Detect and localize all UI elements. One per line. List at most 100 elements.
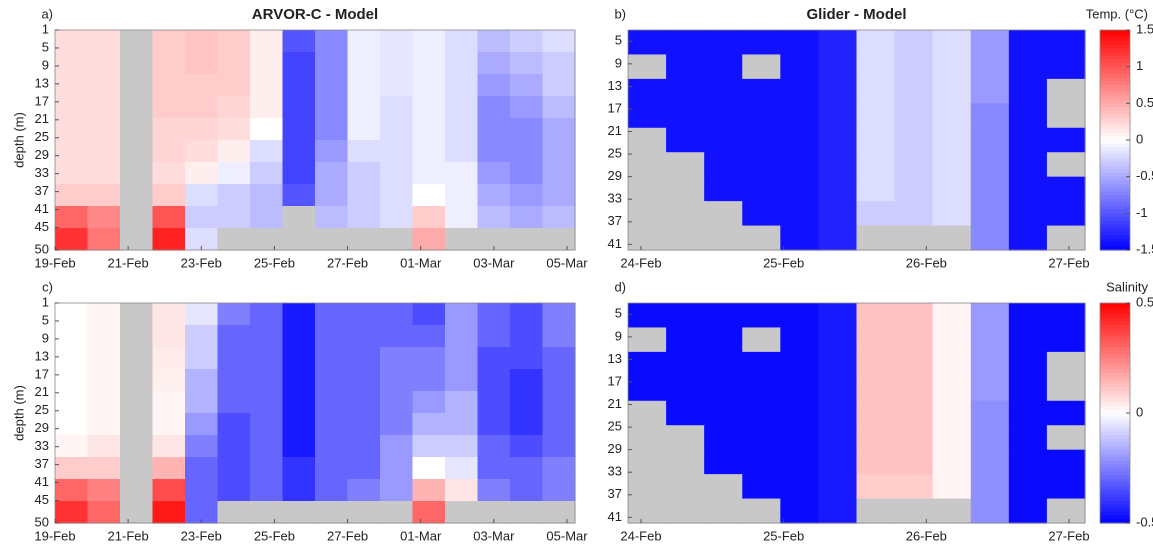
heat-cell [120, 52, 154, 75]
heat-cell [120, 413, 154, 436]
colorbar-segment [1100, 246, 1130, 251]
heat-cell [445, 325, 479, 348]
heat-cell [742, 498, 781, 524]
heat-cell [1008, 376, 1048, 402]
heat-cell [510, 325, 544, 348]
heat-cell [510, 162, 544, 185]
heat-cell [1008, 327, 1048, 353]
colorbar-segment [1100, 165, 1130, 170]
colorbar-segment [1100, 350, 1130, 355]
heat-cell [510, 118, 544, 141]
heat-cell [445, 303, 479, 326]
y-tick-label: 21 [608, 123, 622, 138]
y-tick-label: 33 [35, 165, 49, 180]
colorbar-segment [1100, 103, 1130, 108]
heat-cell [704, 127, 743, 153]
heat-cell [780, 449, 820, 475]
heat-cell [510, 30, 544, 53]
heat-cell [628, 152, 667, 178]
heat-cell [818, 54, 858, 80]
heat-cell [856, 449, 896, 475]
heat-cell [542, 184, 576, 207]
colorbar-tick-label: 0 [1136, 404, 1143, 419]
heat-cell [1046, 449, 1086, 475]
heat-cell [347, 184, 381, 207]
heat-cell [1046, 176, 1086, 202]
heat-cell [250, 162, 284, 185]
heat-cell [542, 140, 576, 163]
colorbar-segment [1100, 136, 1130, 141]
heat-cell [347, 435, 381, 458]
heat-cell [894, 327, 934, 353]
heat-cell [856, 127, 896, 153]
panel-label: d) [614, 279, 626, 294]
heat-cell [55, 140, 89, 163]
heat-cell [742, 303, 781, 329]
heat-cell [666, 425, 705, 451]
colorbar-segment [1100, 343, 1130, 348]
heat-cell [932, 225, 972, 251]
heat-cell [347, 391, 381, 414]
heat-cell [894, 176, 934, 202]
heat-cell [780, 127, 820, 153]
heat-cell [380, 303, 414, 326]
colorbar-segment [1100, 354, 1130, 359]
heat-cell [380, 184, 414, 207]
colorbar-tick-label: 0 [1136, 131, 1143, 146]
colorbar-segment [1100, 70, 1130, 75]
x-tick-label: 21-Feb [108, 528, 149, 543]
colorbar-segment [1100, 306, 1130, 311]
heat-cell [55, 184, 89, 207]
heat-cell [217, 479, 251, 502]
heat-cell [780, 225, 820, 251]
heat-cell [542, 347, 576, 370]
heat-cell [380, 413, 414, 436]
heat-cell [55, 52, 89, 75]
heat-cell [742, 152, 781, 178]
heat-cell [185, 501, 219, 524]
heat-cell [412, 479, 446, 502]
heat-cell [120, 347, 154, 370]
y-tick-label: 41 [608, 236, 622, 251]
colorbar-segment [1100, 37, 1130, 42]
heat-cell [1046, 54, 1086, 80]
heat-cell [510, 369, 544, 392]
heat-cell [704, 103, 743, 129]
heat-cell [477, 369, 511, 392]
heat-cell [412, 184, 446, 207]
heat-cell [185, 30, 219, 53]
heat-cell [742, 425, 781, 451]
y-tick-label: 17 [35, 93, 49, 108]
colorbar-segment [1100, 220, 1130, 225]
heat-cell [250, 369, 284, 392]
heat-cell [380, 325, 414, 348]
colorbar-tick-label: 1 [1136, 58, 1143, 73]
y-tick-label: 13 [35, 348, 49, 363]
heat-cell [477, 435, 511, 458]
colorbar-segment [1100, 339, 1130, 344]
heat-cell [666, 376, 705, 402]
colorbar-segment [1100, 479, 1130, 484]
colorbar-segment [1100, 398, 1130, 403]
heat-cell [818, 103, 858, 129]
colorbar-tick-label: -0.5 [1136, 514, 1153, 529]
colorbar-segment [1100, 438, 1130, 443]
colorbar-segment [1100, 191, 1130, 196]
heat-cell [742, 201, 781, 227]
heat-cell [818, 30, 858, 56]
heat-cell [970, 474, 1010, 500]
heat-cell [347, 347, 381, 370]
heat-cell [1008, 449, 1048, 475]
colorbar-segment [1100, 74, 1130, 79]
heat-cell [1008, 474, 1048, 500]
colorbar-segment [1100, 482, 1130, 487]
heat-cell [628, 425, 667, 451]
heat-cell [666, 449, 705, 475]
colorbar-segment [1100, 202, 1130, 207]
heat-cell [856, 225, 896, 251]
heat-cell [970, 498, 1010, 524]
colorbar-segment [1100, 187, 1130, 192]
heat-cell [445, 162, 479, 185]
heat-cell [477, 30, 511, 53]
heat-cell [542, 30, 576, 53]
